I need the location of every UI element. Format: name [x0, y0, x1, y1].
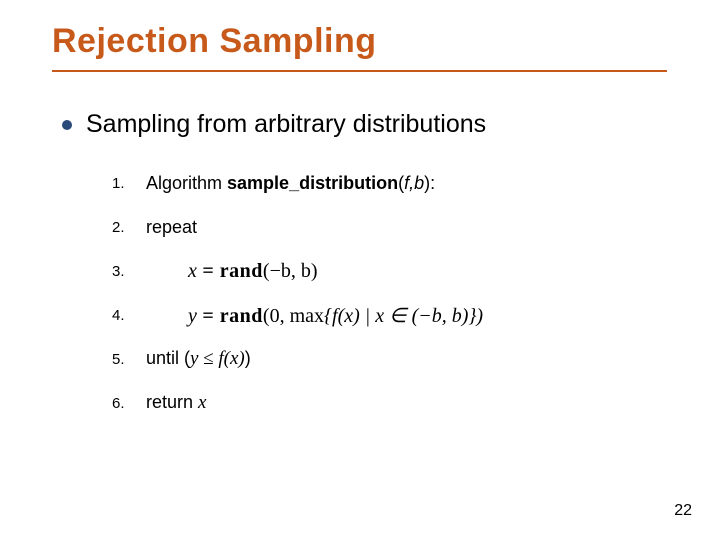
rand-args: (−b, b) [263, 260, 318, 282]
step-text: return x [146, 392, 206, 414]
rand-open: (0, [263, 305, 290, 327]
slide: Rejection Sampling Sampling from arbitra… [0, 0, 720, 540]
step-number: 1. [112, 175, 146, 192]
rand-fn: rand [220, 305, 263, 327]
page-number: 22 [674, 502, 692, 520]
step-1-prefix: Algorithm [146, 173, 227, 193]
var-x: x [188, 260, 197, 282]
until-close: ) [245, 348, 251, 368]
bullet-text: Sampling from arbitrary distributions [86, 110, 486, 139]
step-text: repeat [146, 217, 197, 238]
step-1: 1. Algorithm sample_distribution(f,b): [112, 168, 483, 198]
step-number: 3. [112, 263, 146, 280]
slide-title: Rejection Sampling [52, 22, 377, 61]
step-4: 4. y = rand(0, max{f(x) | x ∈ (−b, b)}) [112, 300, 483, 330]
step-number: 2. [112, 219, 146, 236]
rand-fn: rand [220, 260, 263, 282]
var-y: y [188, 305, 197, 327]
step-number: 6. [112, 395, 146, 412]
step-number: 5. [112, 351, 146, 368]
step-6: 6. return x [112, 388, 483, 418]
return-prefix: return [146, 392, 198, 412]
step-1-close: ): [424, 173, 435, 193]
bullet-item: Sampling from arbitrary distributions [62, 110, 486, 139]
eq-sign: = [197, 305, 220, 327]
step-5: 5. until (y ≤ f(x)) [112, 344, 483, 374]
title-underline [52, 70, 667, 72]
step-math: y = rand(0, max{f(x) | x ∈ (−b, b)}) [188, 303, 483, 328]
step-1-args: f,b [404, 173, 424, 193]
var-x: x [198, 392, 206, 413]
fx: f(x) [218, 348, 244, 369]
until-prefix: until ( [146, 348, 190, 368]
step-text: Algorithm sample_distribution(f,b): [146, 173, 435, 194]
step-math: x = rand(−b, b) [188, 260, 318, 283]
max-fn: max [290, 305, 324, 327]
leq-sign: ≤ [198, 348, 218, 369]
max-set: {f(x) | x ∈ (−b, b)}) [324, 305, 483, 327]
eq-sign: = [197, 260, 220, 282]
bullet-dot-icon [62, 120, 72, 130]
step-number: 4. [112, 307, 146, 324]
algorithm-steps: 1. Algorithm sample_distribution(f,b): 2… [112, 168, 483, 432]
step-1-name: sample_distribution [227, 173, 398, 193]
step-2: 2. repeat [112, 212, 483, 242]
step-text: until (y ≤ f(x)) [146, 348, 251, 370]
step-3: 3. x = rand(−b, b) [112, 256, 483, 286]
